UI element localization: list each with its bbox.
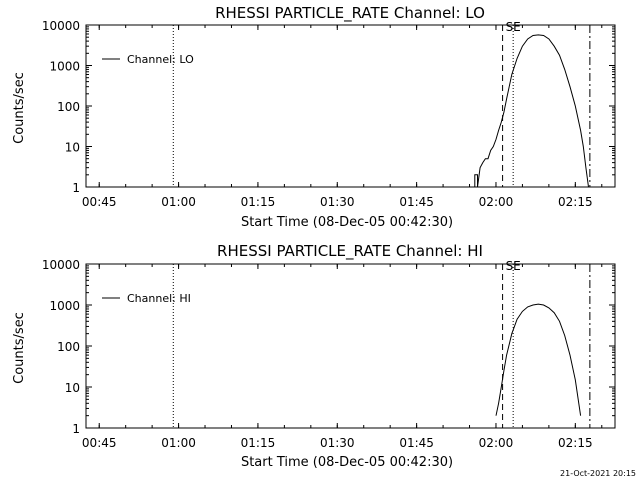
chart-panel-hi: RHESSI PARTICLE_RATE Channel: HI 00:45 01…: [12, 242, 616, 470]
legend-label: Channel: LO: [127, 53, 194, 66]
y-tick-label: 1: [72, 181, 80, 195]
x-tick-label: 00:45: [82, 436, 117, 450]
plot-frame: [85, 24, 616, 188]
marker-label: SE: [506, 259, 521, 273]
x-tick-label: 02:00: [479, 436, 514, 450]
y-tick-label: 10: [65, 141, 80, 155]
chart-title: RHESSI PARTICLE_RATE Channel: HI: [217, 242, 483, 261]
series-line: [495, 303, 582, 416]
x-tick-label: 02:00: [479, 195, 514, 209]
x-tick-label: 01:15: [241, 436, 276, 450]
chart-title: RHESSI PARTICLE_RATE Channel: LO: [215, 4, 485, 23]
x-tick-label: 01:45: [399, 436, 434, 450]
x-tick-label: 01:00: [161, 195, 196, 209]
marker-label: SE: [506, 20, 521, 34]
series-line: [469, 34, 589, 188]
y-tick-label: 1000: [49, 60, 80, 74]
x-tick-label: 01:30: [320, 195, 355, 209]
y-tick-label: 1000: [49, 299, 80, 313]
y-tick-label: 10000: [42, 19, 80, 33]
chart-panel-lo: RHESSI PARTICLE_RATE Channel: LO 00:45 01…: [12, 4, 616, 230]
x-tick-label: 01:30: [320, 436, 355, 450]
x-axis-label: Start Time (08-Dec-05 00:42:30): [241, 215, 453, 230]
x-tick-label: 02:15: [558, 436, 593, 450]
x-tick-label: 01:15: [241, 195, 276, 209]
y-tick-label: 100: [57, 100, 80, 114]
x-tick-label: 01:45: [399, 195, 434, 209]
y-tick-label: 10000: [42, 258, 80, 272]
timestamp: 21-Oct-2021 20:15: [560, 469, 636, 478]
y-axis-label: Counts/sec: [12, 312, 27, 384]
x-tick-label: 02:15: [558, 195, 593, 209]
legend-label: Channel: HI: [127, 292, 191, 305]
y-tick-label: 100: [57, 340, 80, 354]
y-axis-label: Counts/sec: [12, 72, 27, 144]
x-tick-label: 00:45: [82, 195, 117, 209]
y-tick-label: 10: [65, 381, 80, 395]
plot-frame: [85, 263, 616, 429]
x-tick-label: 01:00: [161, 436, 196, 450]
x-axis-label: Start Time (08-Dec-05 00:42:30): [241, 455, 453, 470]
y-tick-label: 1: [72, 422, 80, 436]
